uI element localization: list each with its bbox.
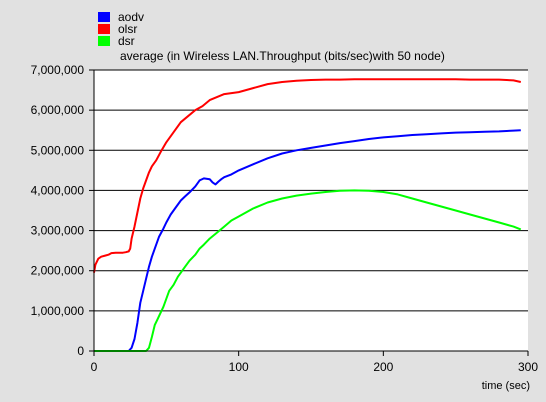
series-line-dsr xyxy=(94,189,522,352)
grid-lines xyxy=(94,69,528,312)
legend-label-olsr: olsr xyxy=(118,22,137,36)
x-tick-label: 200 xyxy=(373,360,393,374)
legend-label-aodv: aodv xyxy=(118,10,144,24)
y-tick-label: 4,000,000 xyxy=(31,183,85,197)
y-tick-label: 0 xyxy=(77,344,84,358)
x-tick-label: 0 xyxy=(91,360,98,374)
chart-title: average (in Wireless LAN.Throughput (bit… xyxy=(120,49,445,63)
x-tick-label: 300 xyxy=(518,360,538,374)
y-tick-label: 3,000,000 xyxy=(31,224,85,238)
y-tick-label: 5,000,000 xyxy=(31,143,85,157)
series-lines xyxy=(93,78,522,352)
x-axis-label: time (sec) xyxy=(482,380,530,392)
x-tick-label: 100 xyxy=(229,360,249,374)
series-line-aodv xyxy=(94,129,521,352)
plot-area xyxy=(94,70,528,351)
y-tick-label: 6,000,000 xyxy=(31,103,85,117)
y-tick-label: 1,000,000 xyxy=(31,304,85,318)
legend-swatch-dsr xyxy=(98,36,110,46)
legend-label-dsr: dsr xyxy=(118,34,135,48)
y-tick-label: 2,000,000 xyxy=(31,264,85,278)
legend-swatch-olsr xyxy=(98,24,110,34)
axes: 0 1,000,000 2,000,000 3,000,000 4,000,000 5,0… xyxy=(31,63,539,374)
series-line-olsr xyxy=(93,78,522,273)
legend-swatch-aodv xyxy=(98,12,110,22)
y-tick-label: 7,000,000 xyxy=(31,63,85,77)
